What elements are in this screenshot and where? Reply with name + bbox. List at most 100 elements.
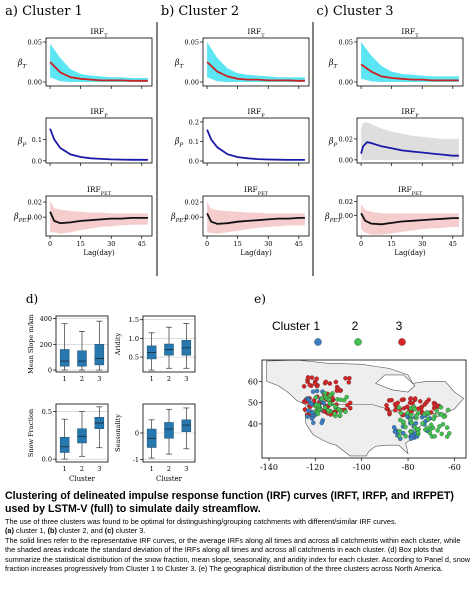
y-tick-label: 0.00	[339, 79, 353, 87]
caption-line-1: The use of three clusters was found to b…	[5, 517, 471, 536]
irf-panel-c-t: 0.00 0.05 IRFT βT	[328, 27, 464, 89]
catchment-point	[343, 376, 348, 381]
irf-panel-c-p: 0.00 0.02 IRFP βP	[328, 107, 464, 166]
category-label: 1	[150, 375, 154, 383]
catchment-point	[327, 381, 333, 386]
catchment-point	[335, 386, 341, 391]
catchment-point	[412, 396, 418, 401]
category-label: 2	[167, 465, 171, 473]
catchment-point	[311, 420, 316, 426]
caption-c-label: (c)	[104, 526, 114, 536]
catchment-point	[321, 400, 327, 406]
category-label: 3	[184, 465, 188, 473]
caption-b-label: (b)	[47, 526, 57, 536]
box	[181, 419, 192, 432]
y-tick-label: 0.0	[32, 157, 42, 165]
legend-label-cluster-1: Cluster 1	[272, 319, 320, 333]
catchment-point	[305, 375, 311, 380]
legend-label-cluster-2: 2	[352, 319, 359, 333]
x-axis-label: Lag(day)	[83, 249, 115, 257]
catchment-point	[439, 431, 444, 437]
caption-title: Clustering of delineated impulse respons…	[5, 490, 454, 515]
y-tick-label: 0.05	[339, 39, 353, 47]
caption-body: The use of three clusters was found to b…	[5, 517, 471, 573]
catchment-point	[401, 430, 406, 436]
irf-title-subscript: P	[415, 113, 419, 119]
std-band	[50, 43, 148, 82]
y-tick-label: 0.00	[185, 79, 199, 87]
std-band	[207, 42, 305, 82]
catchment-point	[408, 436, 414, 441]
y-tick-label: 0.1	[189, 138, 199, 146]
y-axis-label: Seasonality	[114, 414, 122, 452]
y-axis-label: Mean Slope m/km	[27, 314, 35, 374]
catchment-point	[313, 395, 319, 400]
plot-area	[203, 118, 309, 163]
irf-title: IRFT	[401, 27, 419, 39]
catchment-point	[389, 397, 394, 403]
cluster-map: -140 -120 -100 -80 -60 40 50 60 Cluster 1 2 3	[248, 319, 467, 472]
catchment-point	[395, 400, 401, 406]
irf-panel-a-p: 0.0 0.1 IRFP βP	[17, 107, 153, 166]
catchment-point	[404, 404, 410, 409]
catchment-point	[396, 405, 402, 410]
catchment-point	[417, 399, 423, 404]
axes-frame	[45, 37, 153, 87]
catchment-point	[403, 424, 408, 430]
y-tick-label: 60	[248, 377, 258, 386]
y-axis-label: Aridity	[114, 332, 122, 356]
catchment-point	[314, 402, 319, 408]
catchment-point	[425, 425, 430, 431]
box	[164, 422, 174, 439]
catchment-point	[345, 402, 350, 408]
irf-title-subscript: PET	[258, 191, 269, 197]
y-tick-label: 200	[40, 341, 52, 349]
y-tick-label: 0.1	[32, 136, 42, 144]
irf-title: IRFP	[247, 107, 265, 119]
std-band	[361, 122, 459, 160]
category-label: 3	[97, 375, 101, 383]
axes-frame	[142, 315, 196, 373]
catchment-point	[327, 401, 332, 406]
boxplot-aridity: 1 2 3 0.5 1.0 1.5 Aridity	[114, 315, 196, 383]
catchment-point	[319, 396, 325, 402]
catchment-point	[420, 421, 425, 426]
mean-irf-line	[360, 63, 459, 82]
std-band	[361, 204, 459, 235]
x-axis-label: Lag(day)	[394, 249, 426, 257]
caption-a-label: (a)	[5, 526, 14, 536]
category-label: 1	[150, 465, 154, 473]
x-tick-label: -60	[448, 463, 461, 472]
x-axis-label: Cluster	[69, 475, 96, 483]
catchment-point	[338, 397, 343, 403]
category-label: 2	[167, 375, 171, 383]
category-label: 2	[80, 465, 84, 473]
std-band	[361, 42, 459, 82]
catchment-point	[431, 416, 437, 422]
catchment-point	[409, 420, 414, 425]
boxplot-mean-slope-m-km: 1 2 3 0 200 400 Mean Slope m/km	[27, 314, 109, 383]
y-tick-label: 0.05	[28, 39, 42, 47]
caption-a-text: cluster 1,	[13, 526, 48, 536]
beta-label-subscript: P	[178, 143, 183, 149]
mean-irf-line	[206, 129, 305, 161]
irf-title-subscript: PET	[412, 191, 423, 197]
irf-title: IRFPET	[398, 185, 423, 197]
beta-label: βT	[328, 58, 338, 70]
category-label: 3	[184, 375, 188, 383]
panel-label-e: e)	[254, 292, 266, 306]
x-tick-label: 30	[107, 240, 115, 248]
catchment-point	[307, 382, 313, 388]
y-tick-label: 0.02	[339, 198, 353, 206]
catchment-point	[314, 376, 319, 381]
catchment-point	[408, 429, 414, 434]
x-tick-label: 0	[205, 240, 209, 248]
catchment-point	[309, 375, 315, 380]
catchment-point	[387, 410, 392, 415]
catchment-point	[328, 393, 333, 398]
catchment-point	[444, 425, 450, 430]
x-tick-label: 45	[138, 240, 146, 248]
mean-irf-line	[360, 212, 459, 226]
